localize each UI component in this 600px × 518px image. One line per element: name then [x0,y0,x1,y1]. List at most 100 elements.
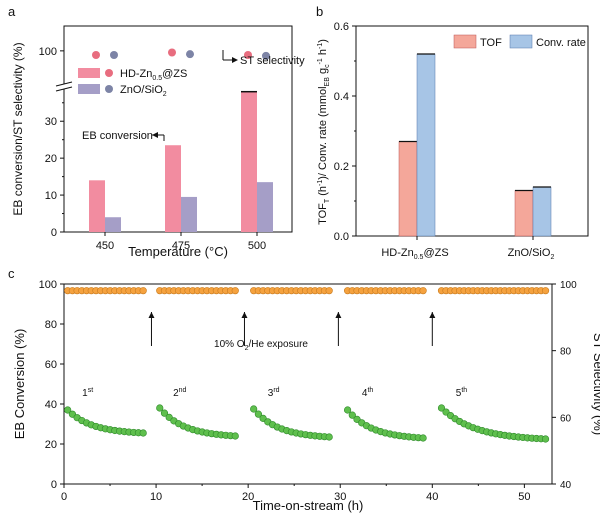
exposure-annotation: 10% O2/He exposure [214,339,308,352]
st-selectivity-point [541,287,550,295]
bar-HD-Zn0.5@ZS-450 [89,180,105,232]
bar-ZnO/SiO2-450 [105,217,121,232]
st-annotation-text: ST selectivity [240,55,305,67]
panel-c-xlabel: Time-on-stream (h) [253,498,364,513]
panel-b-letter: b [316,4,323,19]
cycle-label-3: 3rd [268,387,280,399]
panel-b-ytick-label: 0.2 [334,161,349,173]
bar-HD-Zn0.5@ZS-475 [165,145,181,232]
panel-c-xtick-label: 30 [334,491,346,503]
legend-swatch-tof [453,34,477,49]
legend-label-tof: TOF [480,37,502,49]
panel-b-ylabel: TOFT (h-1)/ Conv. rate (mmolEB gc-1 h-1) [317,39,331,225]
panel-a-ytick-label: 20 [45,153,57,165]
bar-HD-Zn0.5@ZS-500 [241,91,257,232]
panel-b-xtick-hd: HD-Zn0.5@ZS [381,247,448,261]
bar-ZnO/SiO2-500 [257,182,273,232]
legend-label-zno: ZnO/SiO2 [120,84,167,98]
legend-marker-zno [105,85,113,93]
panel-a-xlabel: Temperature (°C) [128,244,228,259]
eb-annotation-arrow [152,132,158,138]
st-annotation-arrow [232,57,238,63]
panel-c-ytick-left-label: 80 [45,319,57,331]
eb-conversion-point [419,434,427,442]
st-marker-HD-Zn0.5@ZS-475 [168,48,176,57]
panel-b-frame [355,25,589,237]
panel-c-ytick-left-label: 0 [51,479,57,491]
panel-a-ytick-label: 30 [45,116,57,128]
eb-conversion-point [325,433,333,441]
cycle-label-1: 1st [82,387,93,399]
panel-c-ytick-right-label: 60 [560,413,572,424]
cycle-label-5: 5th [456,387,468,399]
panel-a: 0 10 20 30 100 450 475 500 Temperature (°C) EB … [11,25,305,259]
panel-a-xtick-label: 475 [172,240,190,252]
panel-c-ytick-right-label: 80 [560,347,572,358]
panel-c-xtick-label: 0 [61,491,67,503]
cycle-label-2: 2nd [173,387,186,399]
cycle-label-4: 4th [362,387,374,399]
panel-b-ytick-label: 0.0 [334,231,349,243]
panel-a-xtick-label: 450 [96,240,114,252]
eb-conversion-point [250,405,258,413]
panel-c-ytick-left-label: 40 [45,399,57,411]
panel-c-ytick-right-label: 40 [560,480,572,491]
panel-c-ylabel-right: ST Selectivity (%) [591,333,600,435]
panel-a-ytick-label: 100 [39,46,57,58]
st-marker-HD-Zn0.5@ZS-500 [244,51,252,59]
panel-c-ytick-left-label: 100 [39,279,57,291]
eb-conversion-point [160,409,169,417]
panel-b-ytick-label: 0.6 [334,21,349,33]
bar-TOF-HD-Zn0.5@ZS [398,141,418,237]
eb-conversion-point [64,406,72,414]
panel-c-xtick-label: 40 [426,491,438,503]
eb-conversion-point [343,406,352,414]
legend-label-hd: HD-Zn0.5@ZS [120,68,187,82]
panel-b-ytick-label: 0.4 [334,91,349,103]
panel-c-frame [63,283,553,485]
panel-c: 0 10 20 30 40 50 0 20 40 60 80 100 40 60 80 100 1st 2nd 3… [12,279,600,513]
eb-conversion-point [156,404,164,412]
panel-c-xtick-label: 20 [242,491,254,503]
eb-conversion-point [139,429,147,437]
panel-c-ytick-right-label: 100 [560,280,577,291]
panel-c-letter: c [8,266,15,281]
st-selectivity-point [139,287,147,295]
eb-conversion-point [348,411,356,419]
eb-conversion-point [231,432,239,440]
axis-break-mask [58,84,72,89]
panel-b: 0.00.20.40.6 TOF Conv. rate HD-Zn0.5@ZS … [317,21,589,261]
legend-marker-hd [105,69,113,77]
regeneration-arrow-head [429,312,436,318]
st-marker-ZnO/SiO2-450 [110,51,118,59]
panel-b-xtick-zno: ZnO/SiO2 [508,247,555,261]
panel-a-ylabel: EB conversion/ST selectivity (%) [11,42,25,215]
legend-swatch-zno [78,84,100,94]
regeneration-arrow-head [148,312,155,318]
st-selectivity-point [325,287,333,295]
panel-c-ytick-left-label: 60 [45,359,57,371]
regeneration-arrow-head [241,312,248,318]
st-selectivity-point [231,287,239,295]
panel-a-letter: a [8,4,16,19]
bar-Conv. rate-ZnO/SiO2 [532,186,552,237]
axis-break-mark [55,86,73,92]
panel-a-xtick-label: 500 [248,240,266,252]
eb-annotation-text: EB conversion [82,130,153,142]
eb-conversion-point [437,404,446,412]
st-marker-ZnO/SiO2-475 [186,50,194,59]
eb-conversion-point [541,435,550,443]
panel-c-xtick-label: 10 [150,491,162,503]
panel-c-xtick-label: 50 [518,491,530,503]
bar-TOF-ZnO/SiO2 [514,190,534,237]
axis-break-mark [55,81,73,87]
eb-conversion-point [254,410,262,418]
legend-swatch-conv [509,34,533,49]
panel-c-ytick-left-label: 20 [45,439,57,451]
legend-swatch-hd [78,68,100,78]
st-marker-HD-Zn0.5@ZS-450 [92,51,100,59]
st-selectivity-point [419,287,427,295]
st-marker-ZnO/SiO2-500 [262,51,270,60]
bar-Conv. rate-HD-Zn0.5@ZS [416,53,436,237]
